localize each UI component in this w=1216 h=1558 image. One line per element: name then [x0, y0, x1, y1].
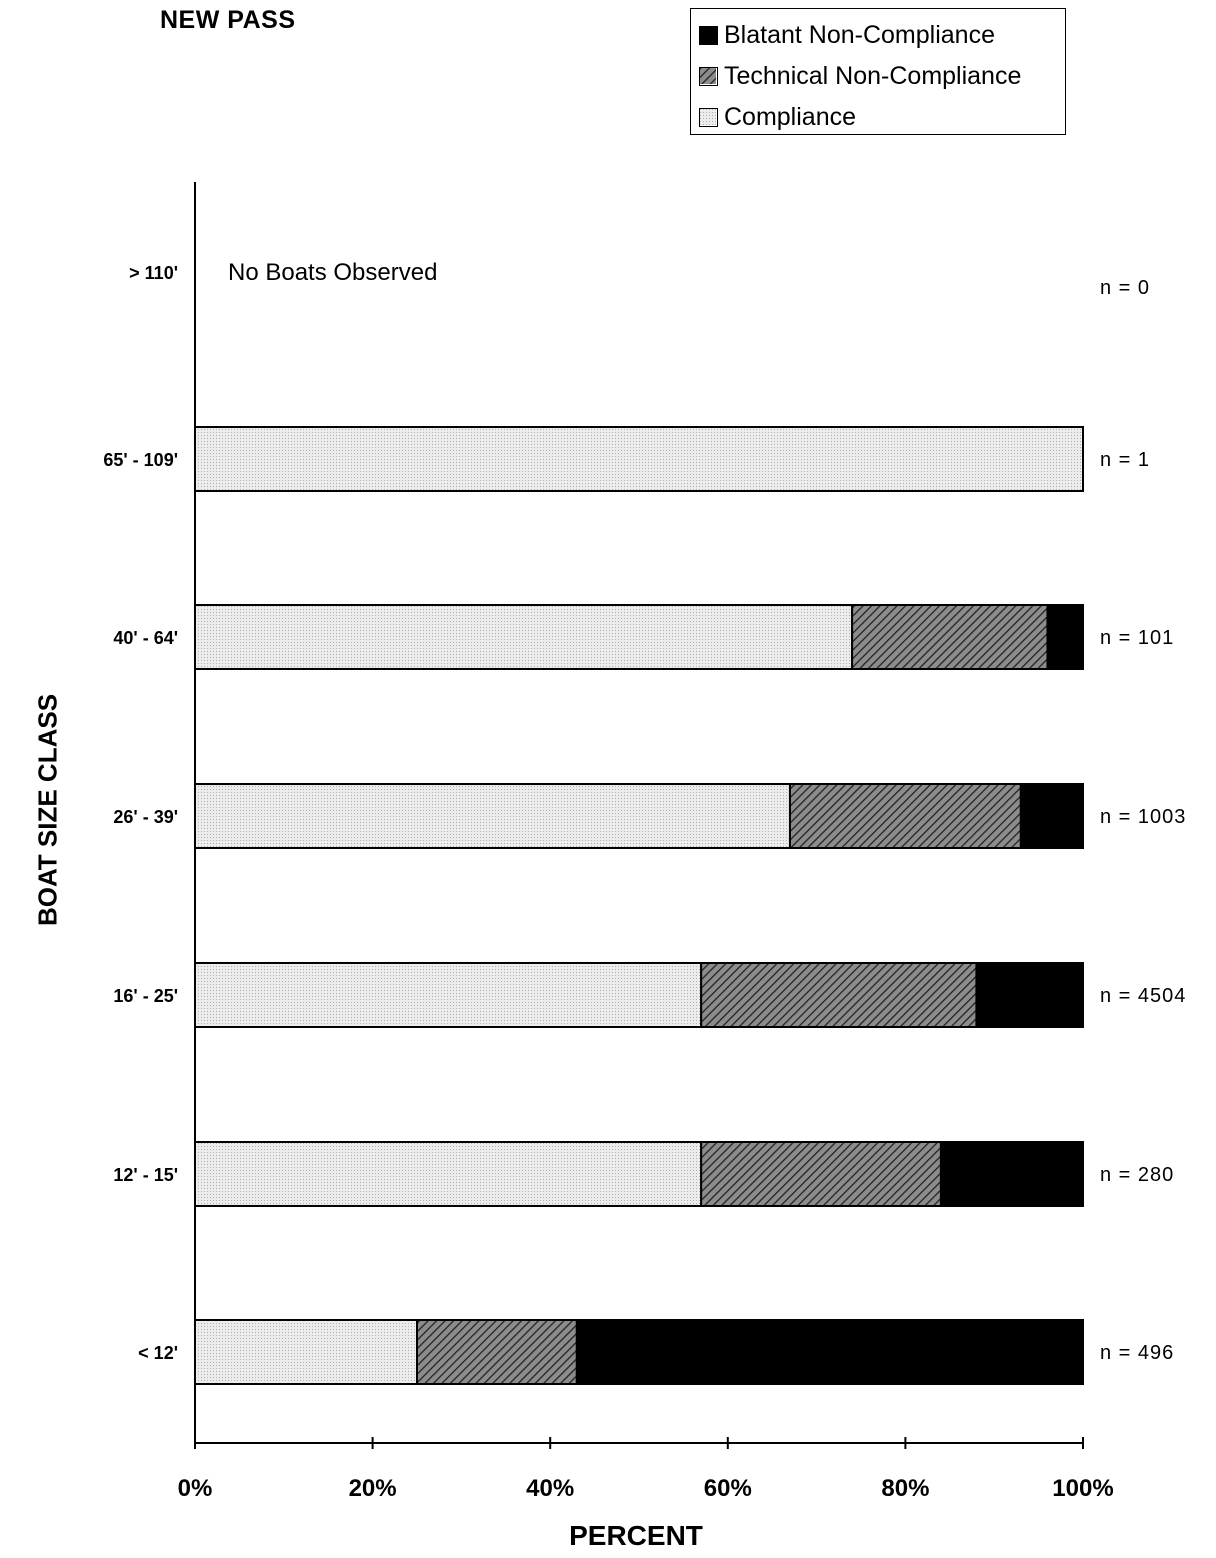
bar-technical — [416, 1319, 578, 1385]
category-label: 12' - 15' — [113, 1165, 178, 1185]
bar-compliance — [194, 604, 854, 670]
bar-blatant — [1046, 604, 1084, 670]
x-tick-label: 0% — [178, 1475, 213, 1502]
n-label: n = 1003 — [1100, 806, 1186, 828]
category-label: > 110' — [129, 263, 178, 283]
bar-blatant — [939, 1141, 1084, 1207]
x-tick-label: 20% — [349, 1475, 397, 1502]
bar-compliance — [194, 426, 1084, 492]
category-label: 40' - 64' — [113, 628, 178, 648]
bar-compliance — [194, 962, 703, 1028]
n-label: n = 101 — [1100, 627, 1174, 649]
n-label: n = 280 — [1100, 1164, 1174, 1186]
x-tick-label: 80% — [881, 1475, 929, 1502]
legend-swatch-technical — [699, 67, 718, 86]
legend: Blatant Non-Compliance Technical Non-Com… — [690, 8, 1066, 135]
legend-swatch-compliance — [699, 108, 718, 127]
axes-group: > 110' n = 0 65' - 109' n = 1 40' - 64' n = 1… — [103, 182, 1186, 1502]
n-label: n = 4504 — [1100, 985, 1186, 1007]
n-label: n = 1 — [1100, 449, 1150, 471]
x-axis-label: PERCENT — [569, 1520, 703, 1551]
bars-group — [194, 426, 1085, 1385]
bar-technical — [788, 783, 1022, 849]
n-label: n = 496 — [1100, 1342, 1174, 1364]
bar-technical — [851, 604, 1049, 670]
legend-swatch-blatant — [699, 26, 718, 45]
category-label: 16' - 25' — [113, 986, 178, 1006]
x-tick-label: 100% — [1052, 1475, 1113, 1502]
legend-item-technical: Technical Non-Compliance — [699, 56, 1065, 97]
bar-compliance — [194, 1141, 703, 1207]
bar-technical — [700, 1141, 942, 1207]
x-tick-label: 60% — [704, 1475, 752, 1502]
annotation: No Boats Observed — [228, 259, 437, 286]
bar-blatant — [575, 1319, 1085, 1385]
legend-label-compliance: Compliance — [724, 103, 857, 131]
bar-technical — [700, 962, 978, 1028]
y-axis-label: BOAT SIZE CLASS — [32, 693, 63, 927]
chart-title: NEW PASS — [160, 6, 296, 34]
category-label: < 12' — [138, 1343, 178, 1363]
category-label: 26' - 39' — [113, 807, 178, 827]
n-label: n = 0 — [1100, 277, 1150, 299]
bar-compliance — [194, 783, 791, 849]
legend-label-blatant: Blatant Non-Compliance — [724, 21, 995, 49]
bar-compliance — [194, 1319, 418, 1385]
x-tick-label: 40% — [526, 1475, 574, 1502]
bar-blatant — [1019, 783, 1085, 849]
category-label: 65' - 109' — [103, 450, 178, 470]
legend-item-compliance: Compliance — [699, 97, 1065, 138]
legend-item-blatant: Blatant Non-Compliance — [699, 15, 1065, 56]
legend-label-technical: Technical Non-Compliance — [724, 62, 1022, 90]
bar-blatant — [975, 962, 1084, 1028]
